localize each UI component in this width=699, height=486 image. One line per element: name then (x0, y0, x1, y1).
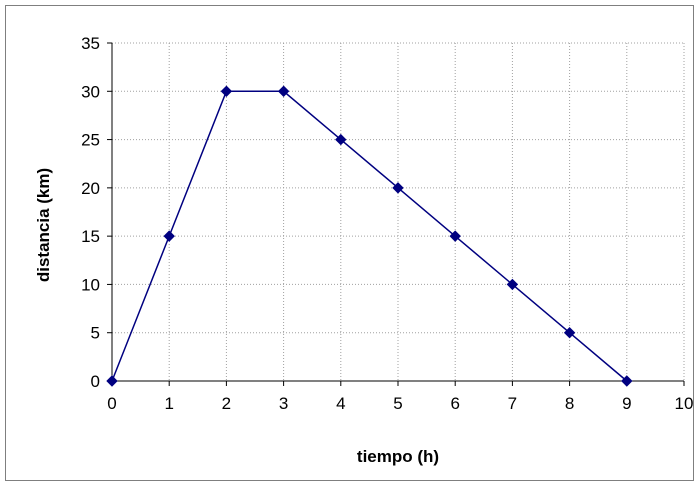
y-tick-label: 20 (81, 179, 100, 198)
x-axis-title: tiempo (h) (357, 447, 439, 466)
series-line (111, 90, 628, 382)
data-point (277, 85, 290, 97)
series (106, 85, 633, 387)
y-axis-title: distancia (km) (34, 168, 53, 282)
data-point (220, 85, 233, 97)
y-tick-label: 15 (81, 227, 100, 246)
data-point (106, 375, 118, 387)
data-point (392, 182, 404, 194)
y-tick-label: 35 (81, 34, 100, 53)
x-tick-label: 0 (107, 394, 116, 413)
x-tick-label: 4 (336, 394, 345, 413)
y-tick-label: 0 (91, 372, 100, 391)
x-tick-label: 7 (508, 394, 517, 413)
y-tick-label: 10 (81, 275, 100, 294)
data-point (335, 133, 347, 146)
grid (112, 42, 685, 381)
axes (107, 42, 685, 386)
chart: 0 1 2 3 4 5 6 7 8 9 10 0 5 10 15 20 25 30 35 tiempo (h) di… (34, 34, 693, 466)
x-tick-label: 9 (622, 394, 631, 413)
chart-frame: 0 1 2 3 4 5 6 7 8 9 10 0 5 10 15 20 25 30 35 tiempo (h) di… (5, 5, 694, 481)
x-tick-label: 10 (675, 394, 693, 413)
x-tick-label: 6 (450, 394, 459, 413)
x-tick-label: 1 (164, 394, 173, 413)
x-tick-label: 2 (222, 394, 231, 413)
y-tick-label: 25 (81, 131, 100, 150)
data-point (163, 230, 175, 242)
y-tick-label: 30 (81, 82, 100, 101)
x-tick-label: 5 (393, 394, 402, 413)
data-point (621, 375, 633, 387)
y-tick-label: 5 (91, 324, 100, 343)
data-point (506, 278, 519, 291)
data-point (449, 230, 461, 242)
x-tick-label: 3 (279, 394, 288, 413)
data-point (563, 327, 576, 339)
tick-labels: 0 1 2 3 4 5 6 7 8 9 10 0 5 10 15 20 25 30 35 (81, 34, 693, 413)
x-tick-label: 8 (565, 394, 574, 413)
